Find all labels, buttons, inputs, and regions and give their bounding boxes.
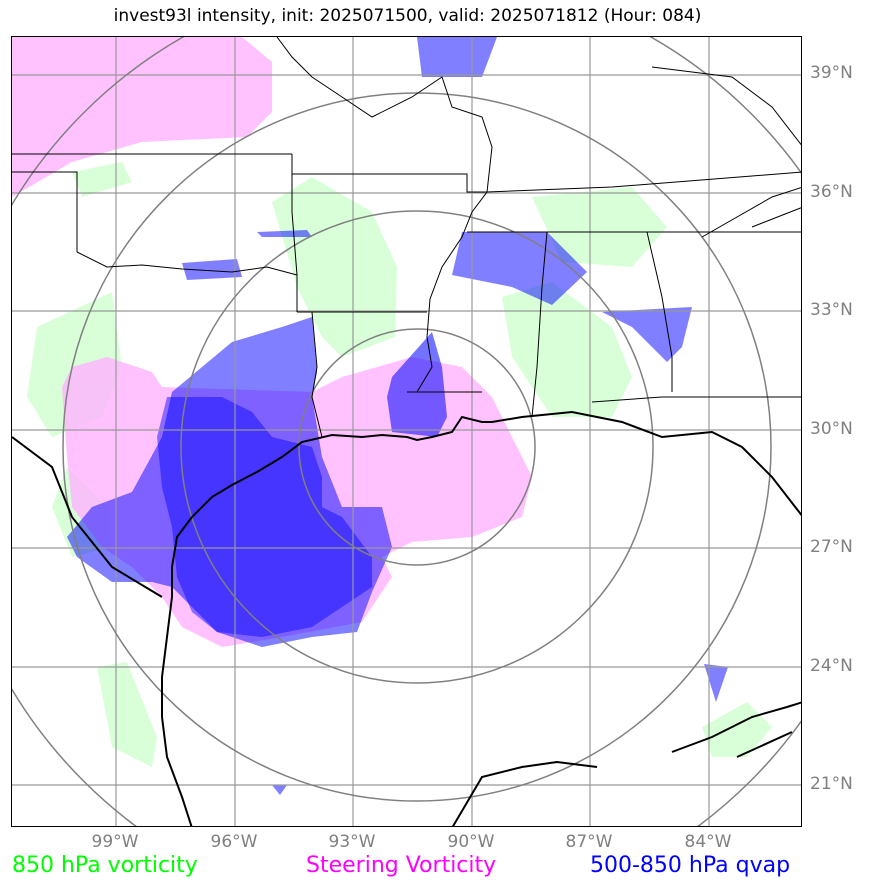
steering-area-northwest	[12, 37, 272, 197]
lon-label-87: 87°W	[565, 832, 613, 852]
map-panel	[11, 36, 802, 827]
qvap-georgia	[602, 307, 692, 362]
border-top-east	[651, 66, 801, 146]
qvap-main-dark	[157, 397, 372, 637]
lon-label-84: 84°W	[684, 832, 732, 852]
border-mississippi-river	[276, 37, 493, 393]
range-ring-2	[180, 210, 654, 684]
qvap-mississippi	[452, 232, 587, 305]
lon-label-90: 90°W	[447, 832, 495, 852]
lat-label-30: 30°N	[810, 419, 853, 439]
lon-label-96: 96°W	[210, 832, 258, 852]
qvap-sliver	[257, 230, 312, 237]
vorticity-area-southwest	[97, 662, 157, 767]
border-ga-fl	[591, 396, 801, 403]
vorticity-area-top	[72, 162, 132, 197]
qvap-gulf-east	[704, 664, 728, 702]
border-ky-tn	[486, 171, 801, 193]
border-arkansas-west	[291, 154, 298, 312]
map-canvas	[12, 37, 801, 826]
qvap-oklahoma	[182, 259, 242, 280]
border-panhandle	[12, 171, 78, 252]
lat-label-21: 21°N	[810, 774, 853, 794]
coastline-mexico-south	[452, 760, 598, 826]
lat-label-39: 39°N	[810, 63, 853, 83]
vorticity-area-east	[532, 187, 667, 267]
state-borders	[12, 37, 801, 438]
border-al-ga	[646, 231, 673, 392]
range-ring-1	[298, 328, 536, 566]
lat-label-27: 27°N	[810, 537, 853, 557]
lat-label-33: 33°N	[810, 300, 853, 320]
lat-label-36: 36°N	[810, 182, 853, 202]
coastlines	[12, 410, 801, 826]
border-red-river	[76, 251, 298, 276]
coastline-florida-keys	[736, 731, 793, 758]
lon-label-93: 93°W	[328, 832, 376, 852]
range-ring-3	[62, 92, 772, 802]
legend-vorticity-850: 850 hPa vorticity	[12, 853, 198, 878]
legend-qvap: 500-850 hPa qvap	[590, 853, 791, 878]
vorticity-area-cuba	[702, 702, 772, 757]
border-east-2	[751, 207, 801, 228]
coastline-gulf	[161, 410, 801, 826]
qvap-field	[67, 37, 728, 795]
border-east-1	[701, 187, 801, 238]
border-missouri-south	[292, 173, 487, 193]
qvap-louisiana	[387, 332, 447, 437]
range-rings	[12, 37, 801, 826]
qvap-main-light	[67, 317, 392, 647]
lon-label-99: 99°W	[91, 832, 139, 852]
legend-steering-vorticity: Steering Vorticity	[306, 853, 497, 878]
coastline-rio-grande	[12, 436, 163, 598]
map-title: invest93l intensity, init: 2025071500, v…	[113, 6, 702, 26]
qvap-top	[417, 37, 497, 77]
border-tx-la	[311, 311, 323, 438]
vorticity-area-alabama	[502, 282, 632, 417]
coastline-cuba	[671, 701, 801, 753]
border-ms-al	[531, 231, 548, 418]
qvap-gulf-south	[272, 785, 287, 795]
lat-label-24: 24°N	[810, 656, 853, 676]
